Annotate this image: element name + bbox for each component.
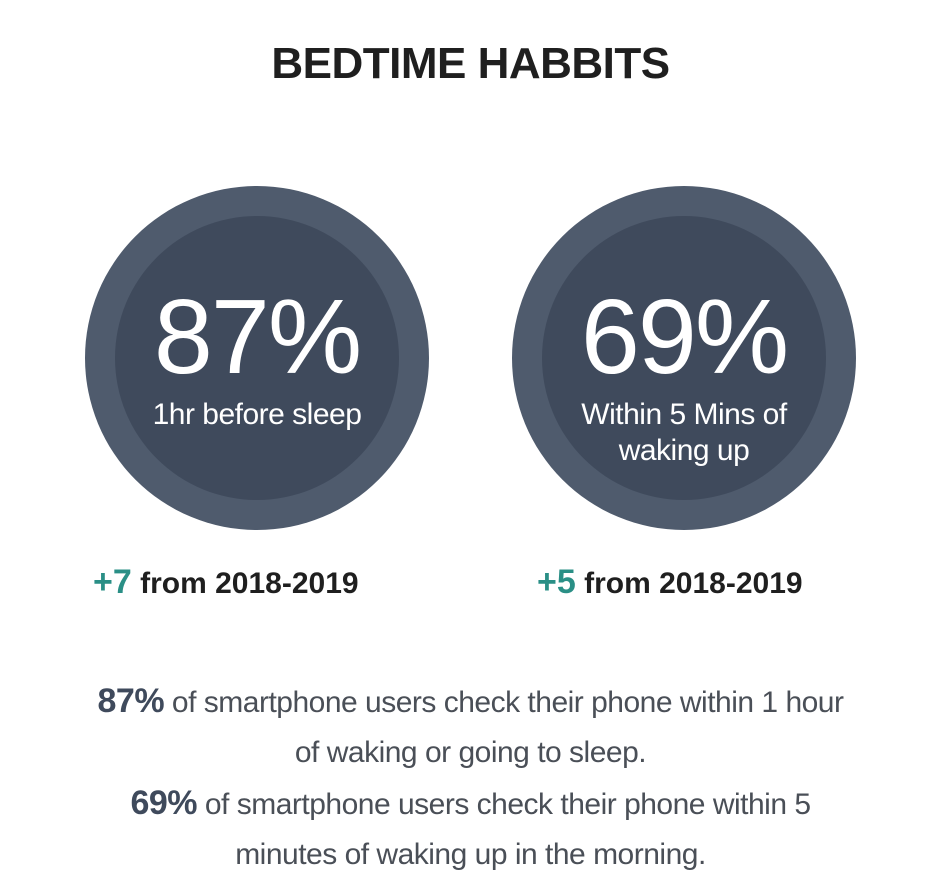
summary-highlight: 69% bbox=[130, 784, 198, 822]
stat-change-value: +7 bbox=[93, 563, 132, 601]
stat-disc bbox=[115, 216, 399, 500]
stat-disc bbox=[542, 216, 826, 500]
stat-change-text: from 2018-2019 bbox=[584, 567, 803, 600]
stat-percent: 87% bbox=[153, 278, 362, 396]
stat-caption: 1hr before sleep bbox=[152, 398, 362, 431]
stat-change-1: +7 from 2018-2019 bbox=[93, 563, 359, 603]
summary-body: of smartphone users check their phone wi… bbox=[171, 686, 844, 769]
stat-circle-1hr-before-sleep: 87% 1hr before sleep bbox=[85, 186, 429, 530]
stat-change-value: +5 bbox=[537, 563, 576, 601]
summary-paragraph-2: 69% of smartphone users check their phon… bbox=[91, 778, 851, 880]
page-title: BEDTIME HABBITS bbox=[271, 39, 670, 88]
stat-change-2: +5 from 2018-2019 bbox=[537, 563, 803, 603]
summary-highlight: 87% bbox=[97, 682, 165, 720]
summary-text: 87% of smartphone users check their phon… bbox=[0, 676, 941, 880]
stat-circle-within-5-mins: 69% Within 5 Mins of waking up bbox=[512, 186, 856, 530]
summary-paragraph-1: 87% of smartphone users check their phon… bbox=[91, 676, 851, 778]
stat-caption: Within 5 Mins of waking up bbox=[581, 398, 787, 467]
stat-change-text: from 2018-2019 bbox=[140, 567, 359, 600]
summary-body: of smartphone users check their phone wi… bbox=[204, 788, 811, 871]
stat-content: 69% Within 5 Mins of waking up bbox=[512, 186, 856, 530]
stat-percent: 69% bbox=[580, 278, 789, 396]
stat-content: 87% 1hr before sleep bbox=[85, 186, 429, 530]
